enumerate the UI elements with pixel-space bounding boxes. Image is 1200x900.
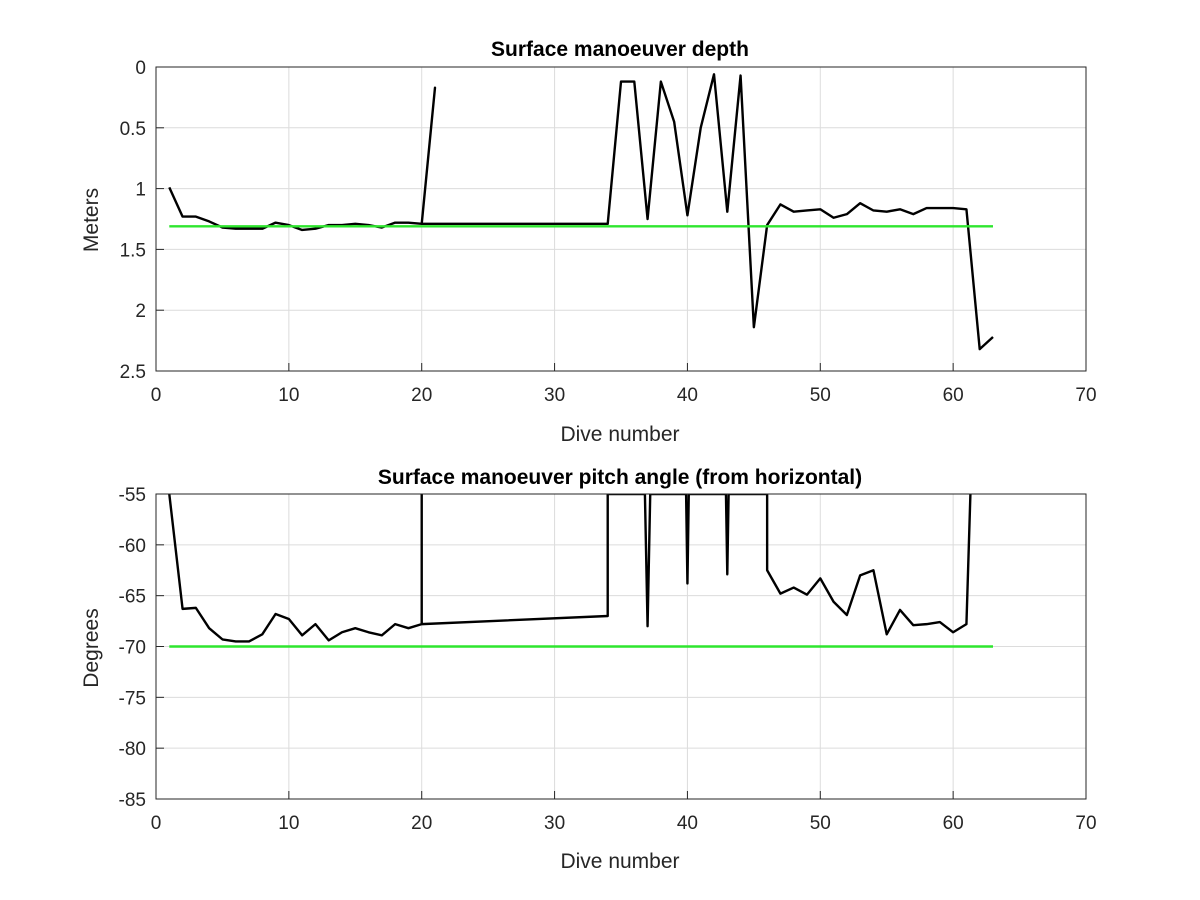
- depth-plot-ytick-label: 1: [135, 180, 146, 201]
- depth-plot-xtick-label: 50: [810, 385, 831, 406]
- pitch-plot-ytick-label: -60: [119, 536, 146, 557]
- depth-plot-grid: [155, 66, 1087, 372]
- depth-plot-xtick-label: 70: [1075, 385, 1096, 406]
- depth-plot-measured-line: [168, 73, 994, 351]
- pitch-plot-ytick-label: -85: [119, 790, 146, 811]
- depth-plot-xtick-label: 40: [677, 385, 698, 406]
- depth-plot: Surface manoeuver depth Dive number Mete…: [80, 38, 1097, 446]
- depth-plot-axes-frame: [155, 66, 1087, 372]
- pitch-plot-axes-frame: [155, 493, 1087, 800]
- pitch-plot-xtick-label: 70: [1075, 813, 1096, 834]
- depth-plot-xtick-label: 60: [943, 385, 964, 406]
- depth-plot-xtick-label: 30: [544, 385, 565, 406]
- depth-plot-ytick-label: 1.5: [120, 240, 146, 261]
- depth-plot-xlabel: Dive number: [560, 423, 679, 446]
- pitch-plot-ytick-label: -70: [119, 638, 146, 659]
- pitch-plot: Surface manoeuver pitch angle (from hori…: [80, 466, 1097, 873]
- pitch-plot-ytick-label: -75: [119, 688, 146, 709]
- pitch-plot-xtick-label: 30: [544, 813, 565, 834]
- depth-plot-ytick-label: 2.5: [120, 362, 146, 383]
- pitch-plot-xtick-label: 20: [411, 813, 432, 834]
- depth-plot-xtick-label: 10: [278, 385, 299, 406]
- pitch-plot-measured-line: [168, 494, 972, 643]
- pitch-plot-xtick-label: 60: [943, 813, 964, 834]
- pitch-plot-ytick-label: -80: [119, 739, 146, 760]
- depth-plot-xtick-label: 0: [151, 385, 162, 406]
- pitch-plot-xtick-label: 10: [278, 813, 299, 834]
- depth-plot-ytick-label: 0.5: [120, 119, 146, 140]
- depth-plot-ytick-label: 2: [135, 301, 146, 322]
- depth-plot-ytick-label: 0: [135, 58, 146, 79]
- pitch-plot-xtick-label: 0: [151, 813, 162, 834]
- pitch-plot-ytick-label: -55: [119, 485, 146, 506]
- depth-plot-title: Surface manoeuver depth: [491, 38, 749, 61]
- pitch-plot-title: Surface manoeuver pitch angle (from hori…: [378, 466, 862, 489]
- pitch-plot-ytick-label: -65: [119, 587, 146, 608]
- pitch-plot-xtick-label: 40: [677, 813, 698, 834]
- depth-plot-xtick-label: 20: [411, 385, 432, 406]
- depth-plot-ylabel: Meters: [80, 188, 103, 252]
- pitch-plot-xlabel: Dive number: [560, 850, 679, 873]
- pitch-plot-ylabel: Degrees: [80, 608, 103, 687]
- pitch-plot-xtick-label: 50: [810, 813, 831, 834]
